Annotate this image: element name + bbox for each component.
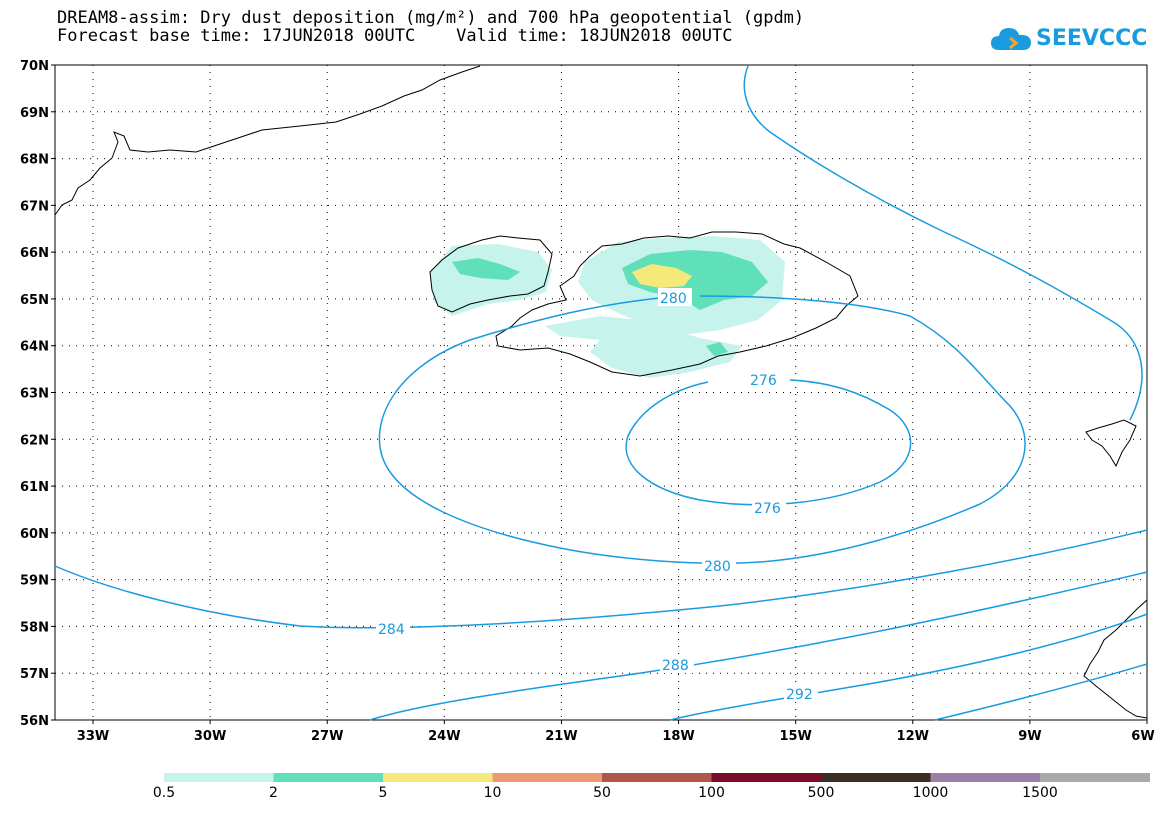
lon-label: 18W (662, 729, 694, 744)
lat-label: 61N (20, 480, 49, 495)
contour-label: 288 (662, 658, 689, 674)
legend-swatch (273, 773, 384, 782)
dust-area-high (632, 264, 692, 288)
legend-label: 10 (484, 785, 502, 801)
contour-line-southeast (934, 663, 1148, 721)
lat-label: 60N (20, 527, 49, 542)
legend-swatch (711, 773, 822, 782)
legend-swatch (1040, 773, 1150, 782)
iceland-coast (495, 231, 859, 377)
contour-label: 276 (754, 501, 781, 517)
lon-label: 6W (1131, 729, 1154, 744)
lat-label: 67N (20, 199, 49, 214)
longitude-labels: 33W 30W 27W 24W 21W 18W 15W 12W 9W 6W (77, 729, 1155, 744)
legend-label: 1000 (913, 785, 949, 801)
legend-swatch (930, 773, 1041, 782)
contour-line-280 (378, 295, 1026, 564)
legend-label: 100 (698, 785, 725, 801)
legend-label: 5 (379, 785, 388, 801)
lat-label: 70N (20, 59, 49, 74)
faroe-coast (1085, 419, 1137, 468)
legend-swatch (492, 773, 603, 782)
cloud-icon (991, 28, 1031, 50)
legend-label: 50 (593, 785, 611, 801)
contour-line-288 (369, 571, 1148, 721)
graticule (51, 64, 1148, 724)
seevccc-logo: SEEVCCC (990, 20, 1147, 56)
lat-label: 58N (20, 620, 49, 635)
legend-label: 1500 (1022, 785, 1058, 801)
legend-label: 2 (269, 785, 278, 801)
lat-label: 56N (20, 714, 49, 729)
lon-label: 24W (428, 729, 460, 744)
logo-text: SEEVCCC (1036, 25, 1148, 51)
lon-label: 9W (1018, 729, 1041, 744)
dust-area-light (545, 316, 742, 378)
lat-label: 68N (20, 153, 49, 168)
forecast-times: Forecast base time: 17JUN2018 00UTC Vali… (57, 26, 733, 46)
dust-deposition-shading (430, 236, 785, 378)
lat-label: 62N (20, 433, 49, 448)
greenland-coast (54, 65, 481, 216)
contour-line-north (743, 65, 1143, 421)
lat-label: 59N (20, 574, 49, 589)
map-title: DREAM8-assim: Dry dust deposition (mg/m²… (57, 8, 805, 28)
contour-label: 276 (750, 373, 777, 389)
contour-labels: 280 276 276 280 284 288 292 (376, 288, 818, 703)
lon-label: 15W (779, 729, 811, 744)
contour-label: 280 (704, 559, 731, 575)
legend-label: 500 (808, 785, 835, 801)
legend-swatch (164, 773, 274, 782)
lon-label: 21W (545, 729, 577, 744)
lon-label: 33W (77, 729, 109, 744)
contour-line-276 (625, 379, 912, 506)
contour-line-292 (669, 613, 1148, 721)
contour-label: 292 (786, 687, 813, 703)
dust-area-medium (706, 342, 728, 356)
legend-label: 0.5 (153, 785, 175, 801)
legend-swatch (602, 773, 712, 782)
legend-swatch (821, 773, 931, 782)
contour-line-284 (54, 529, 1148, 629)
lat-label: 63N (20, 387, 49, 402)
dust-area-medium (452, 258, 520, 280)
lat-label: 65N (20, 293, 49, 308)
lat-label: 57N (20, 667, 49, 682)
legend-swatch (383, 773, 493, 782)
lat-label: 64N (20, 340, 49, 355)
contour-label: 284 (378, 622, 405, 638)
lat-label: 66N (20, 246, 49, 261)
latitude-labels: 70N 69N 68N 67N 66N 65N 64N 63N 62N 61N 60N 59N 58N 5… (20, 59, 49, 729)
lon-label: 27W (311, 729, 343, 744)
westfjords-coast (429, 235, 553, 313)
lon-label: 12W (897, 729, 929, 744)
dust-area-medium (622, 250, 768, 310)
lon-label: 30W (194, 729, 226, 744)
contour-label: 280 (660, 291, 687, 307)
color-legend: 0.5 2 5 10 50 100 500 1000 1500 (153, 773, 1150, 801)
lat-label: 69N (20, 106, 49, 121)
